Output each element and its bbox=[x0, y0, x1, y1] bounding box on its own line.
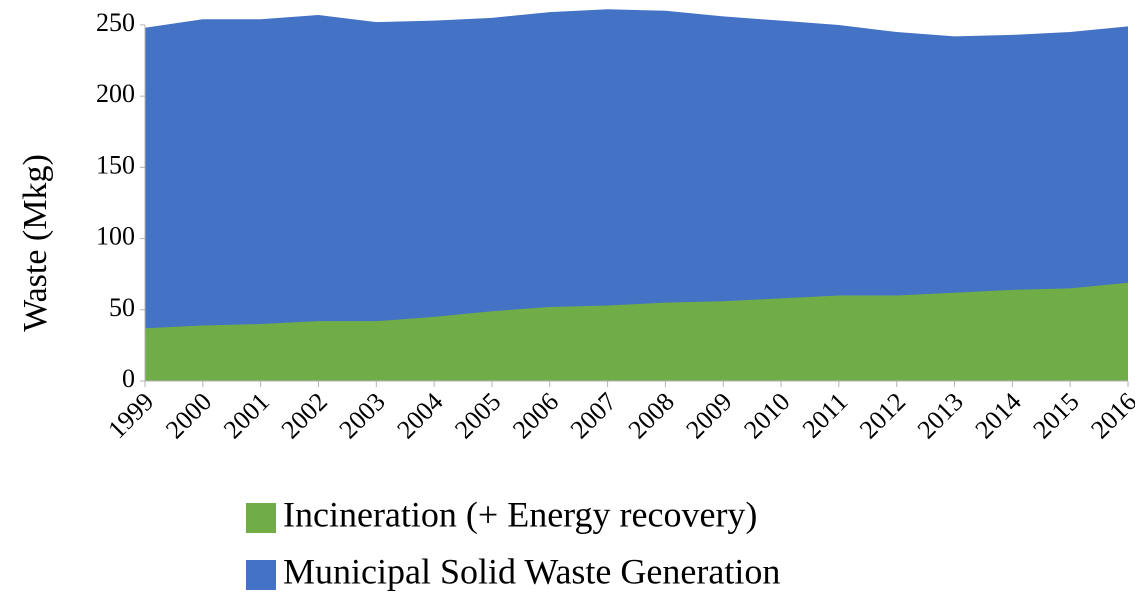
x-tick-label: 2011 bbox=[797, 387, 854, 444]
y-axis-label: Waste (Mkg) bbox=[17, 154, 54, 332]
x-tick-label: 2010 bbox=[738, 387, 795, 444]
x-tick-label: 2009 bbox=[680, 387, 737, 444]
x-tick-label: 2004 bbox=[391, 387, 448, 444]
area bbox=[145, 9, 1128, 381]
x-tick-label: 2012 bbox=[854, 387, 911, 444]
x-tick-label: 2007 bbox=[565, 387, 622, 444]
x-tick-label: 2000 bbox=[160, 387, 217, 444]
legend-swatch bbox=[246, 503, 276, 533]
area bbox=[145, 282, 1128, 381]
x-tick-label: 2015 bbox=[1027, 387, 1084, 444]
x-tick-label: 2013 bbox=[912, 387, 969, 444]
x-tick-label: 2002 bbox=[276, 387, 333, 444]
x-tick-label: 2005 bbox=[449, 387, 506, 444]
legend-label: Incineration (+ Energy recovery) bbox=[283, 494, 757, 534]
y-tick-label: 250 bbox=[96, 8, 135, 37]
y-tick-label: 100 bbox=[96, 222, 135, 251]
x-tick-label: 2008 bbox=[623, 387, 680, 444]
legend-label: Municipal Solid Waste Generation bbox=[283, 551, 780, 591]
x-tick-label: 2016 bbox=[1085, 387, 1135, 444]
x-tick-label: 2006 bbox=[507, 387, 564, 444]
x-tick-label: 1999 bbox=[102, 387, 159, 444]
x-tick-label: 2001 bbox=[218, 387, 275, 444]
x-tick-label: 2003 bbox=[333, 387, 390, 444]
x-tick-label: 2014 bbox=[970, 387, 1027, 444]
legend-swatch bbox=[246, 560, 276, 590]
y-tick-label: 50 bbox=[109, 293, 135, 322]
y-tick-label: 150 bbox=[96, 150, 135, 179]
y-tick-label: 0 bbox=[122, 364, 135, 393]
y-tick-label: 200 bbox=[96, 79, 135, 108]
